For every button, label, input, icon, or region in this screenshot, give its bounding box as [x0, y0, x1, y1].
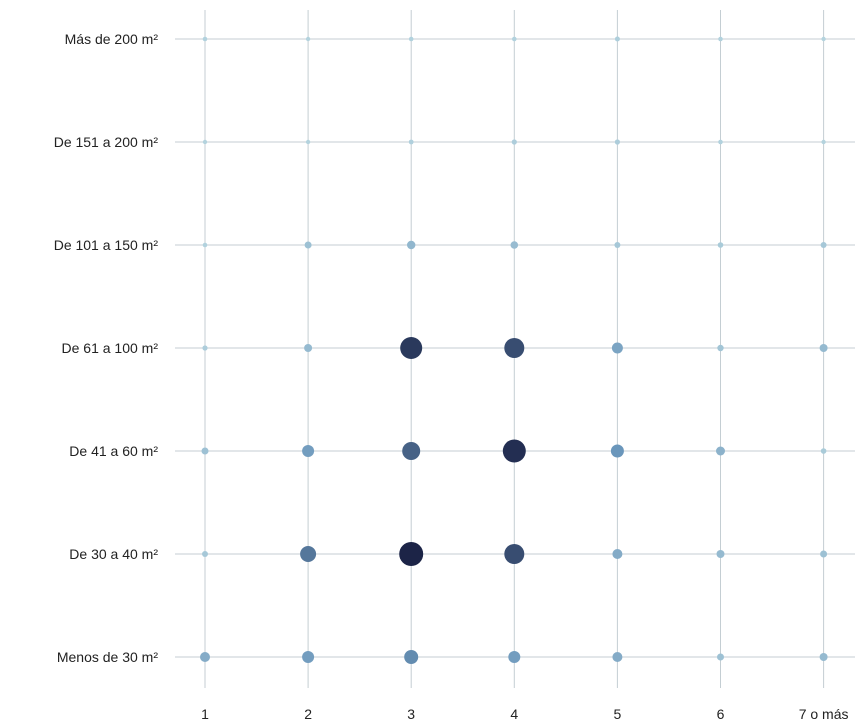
y-tick-label: Más de 200 m² [65, 31, 159, 47]
x-tick-labels: 1 2 3 4 5 6 7 o más [201, 706, 848, 722]
y-tick-label: De 30 a 40 m² [69, 546, 158, 562]
y-tick-label: De 41 a 60 m² [69, 443, 158, 459]
data-point [407, 240, 416, 250]
data-point [820, 242, 827, 248]
data-point [202, 242, 208, 248]
data-point [819, 344, 828, 352]
data-point [717, 653, 724, 661]
x-tick-label: 3 [407, 706, 415, 722]
data-point [612, 652, 623, 662]
data-point [302, 445, 315, 457]
data-point [402, 442, 421, 460]
y-tick-labels: Menos de 30 m² De 30 a 40 m² De 41 a 60 m²… [54, 31, 159, 665]
x-tick-label: 1 [201, 706, 209, 722]
data-point [610, 444, 624, 458]
data-point [718, 36, 723, 42]
y-tick-label: Menos de 30 m² [57, 649, 158, 665]
data-point [819, 653, 828, 661]
data-point [304, 344, 313, 352]
data-point [820, 550, 828, 558]
data-point [512, 36, 517, 42]
x-tick-label: 6 [717, 706, 725, 722]
data-point [504, 544, 525, 564]
data-point [202, 139, 208, 145]
data-point [611, 342, 623, 354]
data-point [612, 549, 623, 559]
data-point [404, 650, 419, 664]
x-tick-label: 4 [510, 706, 518, 722]
data-point [305, 139, 311, 145]
data-points [200, 36, 828, 664]
y-tick-label: De 61 a 100 m² [62, 340, 159, 356]
data-point [502, 439, 526, 463]
data-point [202, 551, 208, 557]
data-point [511, 139, 517, 145]
data-point [718, 139, 723, 145]
x-tick-label: 7 o más [799, 706, 849, 722]
y-tick-label: De 151 a 200 m² [54, 134, 159, 150]
x-tick-label: 5 [614, 706, 622, 722]
data-point [408, 139, 414, 145]
data-point [399, 542, 424, 566]
data-point [304, 241, 312, 249]
data-point [716, 550, 725, 558]
data-point [201, 447, 209, 455]
data-point [300, 546, 317, 562]
data-point [614, 36, 620, 42]
data-point [614, 242, 621, 248]
data-point [504, 338, 525, 358]
data-point [821, 139, 826, 145]
data-point [202, 345, 208, 351]
data-point [821, 36, 826, 42]
data-point [510, 241, 519, 249]
x-tick-label: 2 [304, 706, 312, 722]
data-point [400, 337, 423, 359]
data-point [302, 651, 315, 663]
data-point [200, 652, 210, 662]
data-point [614, 139, 621, 145]
data-point [820, 448, 827, 454]
data-point [508, 651, 521, 663]
data-point [408, 36, 414, 42]
data-point [716, 446, 725, 456]
y-tick-label: De 101 a 150 m² [54, 237, 159, 253]
data-point [717, 344, 724, 352]
data-point [717, 242, 724, 248]
data-point [202, 36, 208, 42]
data-point [305, 36, 311, 42]
